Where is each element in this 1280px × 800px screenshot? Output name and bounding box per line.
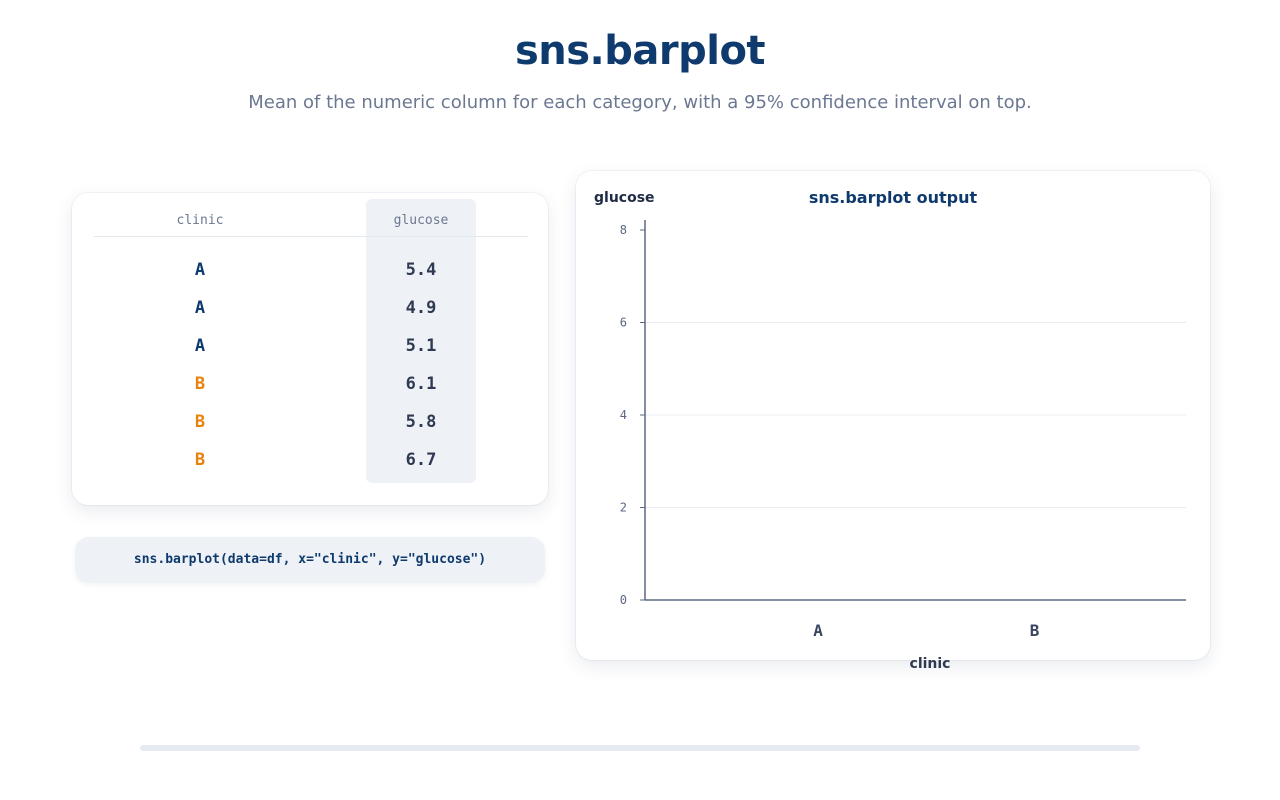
glucose-cell: 5.1 bbox=[405, 336, 437, 356]
header-divider bbox=[94, 236, 528, 237]
glucose-cell: 6.7 bbox=[405, 450, 437, 470]
clinic-cell: B bbox=[194, 450, 206, 470]
table-row: B 5.8 bbox=[72, 403, 548, 441]
page-subtitle: Mean of the numeric column for each cate… bbox=[248, 92, 1032, 113]
glucose-cell: 5.4 bbox=[405, 260, 437, 280]
clinic-cell: B bbox=[194, 412, 206, 432]
clinic-cell: A bbox=[194, 298, 206, 318]
table-row: A 4.9 bbox=[72, 289, 548, 327]
page-title: sns.barplot bbox=[514, 28, 766, 74]
clinic-cell: A bbox=[194, 260, 206, 280]
progress-bar bbox=[140, 745, 1140, 751]
column-header-clinic: clinic bbox=[176, 213, 224, 228]
y-tick-label: 2 bbox=[620, 501, 627, 515]
clinic-cell: A bbox=[194, 336, 206, 356]
x-axis-label: clinic bbox=[909, 656, 951, 672]
table-row: B 6.7 bbox=[72, 441, 548, 479]
glucose-cell: 5.8 bbox=[405, 412, 437, 432]
chart-title: sns.barplot output bbox=[808, 188, 978, 207]
clinic-cell: B bbox=[194, 374, 206, 394]
table-row: A 5.1 bbox=[72, 327, 548, 365]
data-table-card: clinic glucose A 5.4 A 4.9 A 5.1 B 6.1 B… bbox=[72, 193, 548, 505]
y-tick-label: 0 bbox=[620, 593, 627, 607]
table-body: A 5.4 A 4.9 A 5.1 B 6.1 B 5.8 B 6.7 bbox=[72, 251, 548, 479]
x-tick-label: B bbox=[1030, 621, 1040, 640]
glucose-cell: 4.9 bbox=[405, 298, 437, 318]
glucose-cell: 6.1 bbox=[405, 374, 437, 394]
code-snippet: sns.barplot(data=df, x="clinic", y="gluc… bbox=[75, 537, 545, 583]
y-tick-label: 6 bbox=[620, 316, 627, 330]
column-header-glucose: glucose bbox=[393, 213, 449, 228]
y-tick-label: 8 bbox=[620, 223, 627, 237]
table-row: B 6.1 bbox=[72, 365, 548, 403]
y-tick-label: 4 bbox=[620, 408, 627, 422]
y-axis-label: glucose bbox=[594, 190, 655, 206]
x-tick-label: A bbox=[813, 621, 823, 640]
table-row: A 5.4 bbox=[72, 251, 548, 289]
glucose-column-highlight bbox=[366, 199, 476, 483]
